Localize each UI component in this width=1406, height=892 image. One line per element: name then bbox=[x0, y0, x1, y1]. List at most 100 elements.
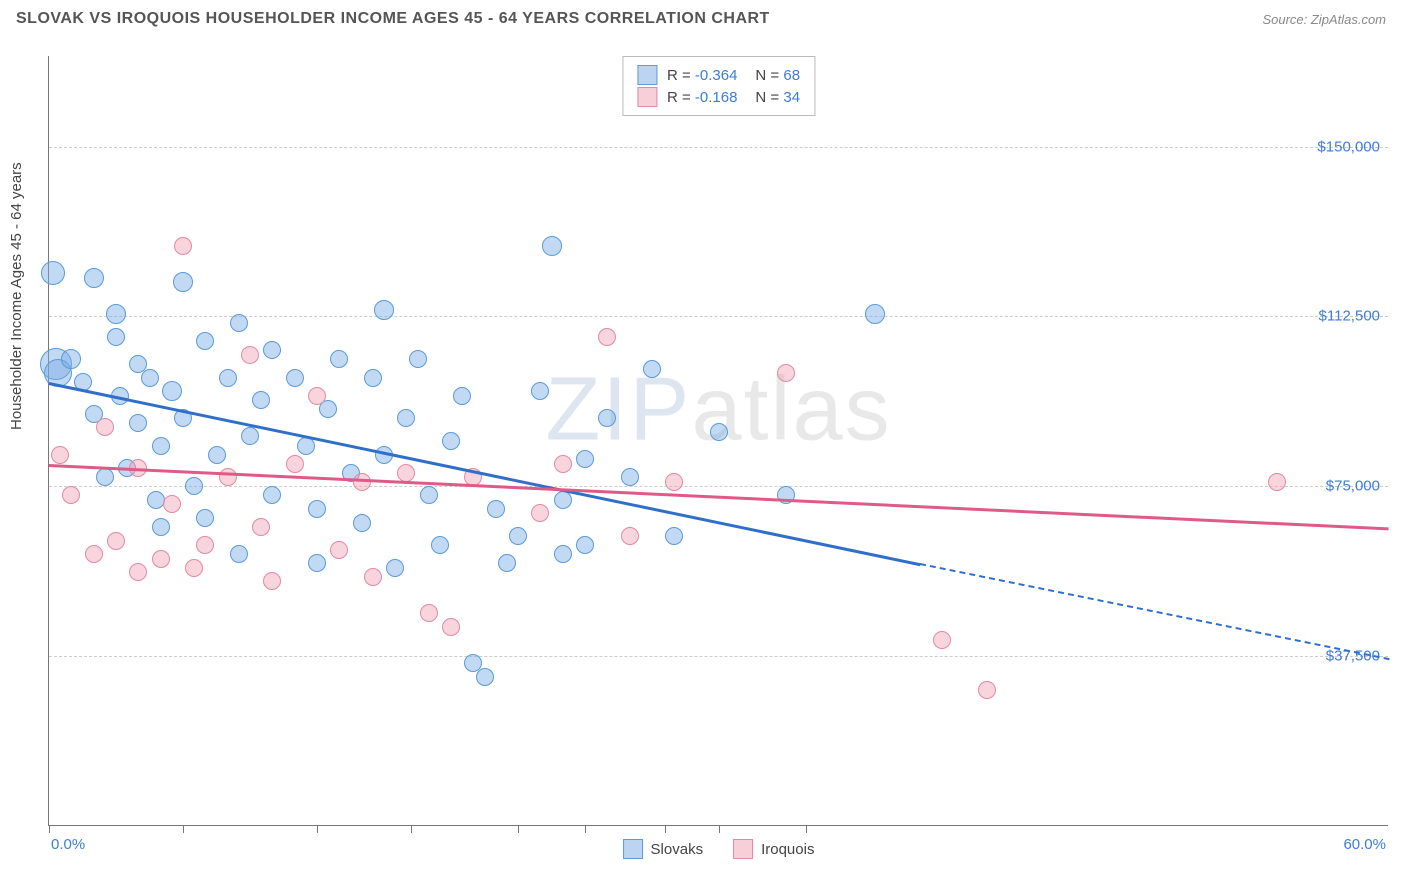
data-point bbox=[409, 350, 427, 368]
data-point bbox=[364, 568, 382, 586]
data-point bbox=[621, 468, 639, 486]
stats-row: R = -0.168N = 34 bbox=[637, 87, 800, 107]
y-tick-label: $150,000 bbox=[1317, 138, 1380, 155]
data-point bbox=[174, 237, 192, 255]
stats-text: R = -0.364N = 68 bbox=[667, 67, 800, 84]
data-point bbox=[598, 328, 616, 346]
data-point bbox=[308, 500, 326, 518]
x-tick bbox=[411, 825, 412, 833]
data-point bbox=[978, 681, 996, 699]
data-point bbox=[1268, 473, 1286, 491]
data-point bbox=[41, 261, 65, 285]
data-point bbox=[286, 369, 304, 387]
data-point bbox=[263, 572, 281, 590]
data-point bbox=[84, 268, 104, 288]
x-tick bbox=[806, 825, 807, 833]
y-axis-label: Householder Income Ages 45 - 64 years bbox=[8, 162, 25, 430]
data-point bbox=[196, 332, 214, 350]
data-point bbox=[107, 532, 125, 550]
legend-swatch bbox=[733, 839, 753, 859]
chart-plot-area: ZIPatlas $37,500$75,000$112,500$150,0000… bbox=[48, 56, 1388, 826]
gridline bbox=[49, 656, 1388, 657]
data-point bbox=[621, 527, 639, 545]
series-legend: Slovaks Iroquois bbox=[623, 839, 815, 859]
trend-line bbox=[920, 563, 1389, 660]
data-point bbox=[96, 468, 114, 486]
data-point bbox=[185, 559, 203, 577]
legend-label: Iroquois bbox=[761, 841, 814, 858]
data-point bbox=[487, 500, 505, 518]
data-point bbox=[665, 473, 683, 491]
data-point bbox=[96, 418, 114, 436]
data-point bbox=[308, 387, 326, 405]
legend-label: Slovaks bbox=[651, 841, 704, 858]
data-point bbox=[129, 563, 147, 581]
legend-swatch bbox=[623, 839, 643, 859]
data-point bbox=[85, 545, 103, 563]
data-point bbox=[219, 369, 237, 387]
data-point bbox=[933, 631, 951, 649]
data-point bbox=[241, 346, 259, 364]
trend-line bbox=[49, 382, 921, 566]
trend-line bbox=[49, 464, 1389, 530]
data-point bbox=[61, 349, 81, 369]
data-point bbox=[353, 514, 371, 532]
data-point bbox=[643, 360, 661, 378]
data-point bbox=[777, 364, 795, 382]
data-point bbox=[152, 437, 170, 455]
data-point bbox=[554, 545, 572, 563]
data-point bbox=[509, 527, 527, 545]
legend-item: Slovaks bbox=[623, 839, 704, 859]
data-point bbox=[665, 527, 683, 545]
y-tick-label: $112,500 bbox=[1319, 308, 1380, 325]
legend-swatch bbox=[637, 65, 657, 85]
data-point bbox=[420, 604, 438, 622]
x-tick bbox=[49, 825, 50, 833]
x-min-label: 0.0% bbox=[51, 836, 85, 853]
data-point bbox=[442, 618, 460, 636]
x-tick bbox=[183, 825, 184, 833]
data-point bbox=[554, 455, 572, 473]
x-max-label: 60.0% bbox=[1343, 836, 1386, 853]
data-point bbox=[386, 559, 404, 577]
chart-title: SLOVAK VS IROQUOIS HOUSEHOLDER INCOME AG… bbox=[16, 10, 770, 28]
data-point bbox=[219, 468, 237, 486]
data-point bbox=[330, 350, 348, 368]
chart-header: SLOVAK VS IROQUOIS HOUSEHOLDER INCOME AG… bbox=[0, 0, 1406, 34]
data-point bbox=[162, 381, 182, 401]
data-point bbox=[598, 409, 616, 427]
gridline bbox=[49, 486, 1388, 487]
data-point bbox=[106, 304, 126, 324]
stats-row: R = -0.364N = 68 bbox=[637, 65, 800, 85]
data-point bbox=[710, 423, 728, 441]
data-point bbox=[576, 536, 594, 554]
data-point bbox=[152, 550, 170, 568]
data-point bbox=[442, 432, 460, 450]
data-point bbox=[173, 272, 193, 292]
data-point bbox=[252, 391, 270, 409]
data-point bbox=[263, 341, 281, 359]
data-point bbox=[374, 300, 394, 320]
legend-swatch bbox=[637, 87, 657, 107]
data-point bbox=[397, 409, 415, 427]
data-point bbox=[308, 554, 326, 572]
gridline bbox=[49, 147, 1388, 148]
data-point bbox=[263, 486, 281, 504]
data-point bbox=[129, 414, 147, 432]
data-point bbox=[196, 536, 214, 554]
data-point bbox=[51, 446, 69, 464]
data-point bbox=[152, 518, 170, 536]
data-point bbox=[230, 545, 248, 563]
data-point bbox=[498, 554, 516, 572]
gridline bbox=[49, 316, 1388, 317]
data-point bbox=[865, 304, 885, 324]
data-point bbox=[531, 504, 549, 522]
x-tick bbox=[317, 825, 318, 833]
y-tick-label: $75,000 bbox=[1326, 478, 1380, 495]
data-point bbox=[453, 387, 471, 405]
data-point bbox=[141, 369, 159, 387]
data-point bbox=[542, 236, 562, 256]
data-point bbox=[420, 486, 438, 504]
data-point bbox=[208, 446, 226, 464]
data-point bbox=[185, 477, 203, 495]
